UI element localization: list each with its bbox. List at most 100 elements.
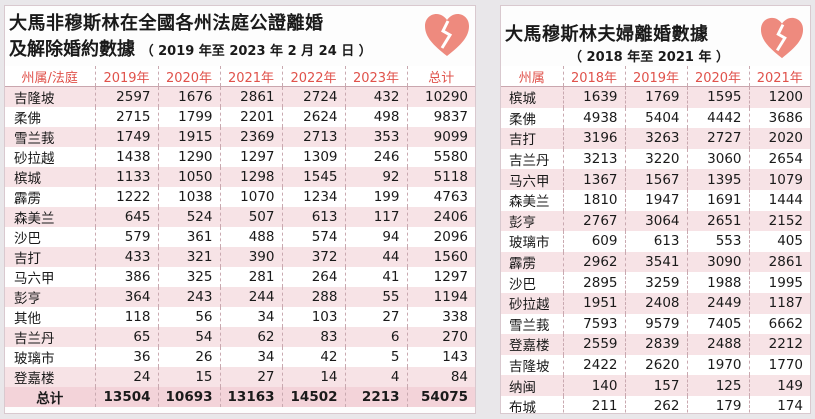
table-row: 霹雳 2962 3541 3090 2861 <box>501 251 810 273</box>
row-value-cell: 3060 <box>687 148 750 170</box>
row-value-cell: 2767 <box>563 210 626 232</box>
row-value-cell: 2651 <box>687 210 750 232</box>
right-title-sub: （ 2018 年至 2021 年 ） <box>569 46 729 65</box>
row-value-cell: 2895 <box>563 272 626 293</box>
row-value-cell: 26 <box>158 347 221 367</box>
row-value-cell: 390 <box>220 247 283 267</box>
row-value-cell: 4763 <box>407 187 475 207</box>
column-header: 总计 <box>407 66 475 87</box>
row-state-name: 布城 <box>501 395 564 413</box>
row-value-cell: 1070 <box>220 187 283 207</box>
table-row: 玻璃市 609 613 553 405 <box>501 231 810 252</box>
row-value-cell: 281 <box>220 267 283 287</box>
row-value-cell: 2724 <box>282 86 346 107</box>
row-value-cell: 2713 <box>282 127 346 147</box>
row-value-cell: 1297 <box>407 267 475 287</box>
row-value-cell: 1769 <box>625 86 688 108</box>
row-value-cell: 1639 <box>563 86 626 108</box>
row-value-cell: 325 <box>158 267 221 287</box>
row-value-cell: 41 <box>345 267 408 287</box>
row-value-cell: 1995 <box>749 272 810 293</box>
row-value-cell: 5 <box>345 347 408 367</box>
row-value-cell: 524 <box>158 207 221 227</box>
row-state-name: 柔佛 <box>5 107 96 127</box>
row-value-cell: 2839 <box>625 334 688 355</box>
row-value-cell: 405 <box>749 231 810 252</box>
row-value-cell: 211 <box>563 395 626 413</box>
row-state-name: 登嘉楼 <box>501 334 564 355</box>
table-row: 马六甲 386 325 281 264 41 1297 <box>5 267 475 287</box>
right-title-sub-text: （ 2018 年至 2021 年 ） <box>569 50 729 65</box>
row-value-cell: 1691 <box>687 189 750 211</box>
row-value-cell: 2715 <box>95 107 159 127</box>
row-state-name: 吉打 <box>5 247 96 267</box>
row-value-cell: 353 <box>345 127 408 147</box>
row-value-cell: 1290 <box>158 147 221 167</box>
total-value-cell: 10693 <box>158 387 221 407</box>
column-header: 2022年 <box>282 66 346 87</box>
table-row: 登嘉楼 2559 2839 2488 2212 <box>501 334 810 355</box>
table-row: 吉兰丹 3213 3220 3060 2654 <box>501 148 810 170</box>
total-value-cell: 14502 <box>282 387 346 407</box>
row-value-cell: 2212 <box>749 334 810 355</box>
row-value-cell: 140 <box>563 375 626 396</box>
row-value-cell: 1560 <box>407 247 475 267</box>
left-data-table: 州属/法庭 2019年 2020年 2021年 2022年 2023年 总计 吉… <box>5 66 475 407</box>
row-value-cell: 143 <box>407 347 475 367</box>
column-header: 2021年 <box>220 66 283 87</box>
row-value-cell: 1770 <box>749 354 810 376</box>
row-value-cell: 579 <box>95 227 159 247</box>
table-row: 槟城 1133 1050 1298 1545 92 5118 <box>5 167 475 187</box>
row-value-cell: 288 <box>282 287 346 307</box>
column-header: 2023年 <box>345 66 408 87</box>
row-value-cell: 1438 <box>95 147 159 167</box>
row-value-cell: 84 <box>407 367 475 387</box>
row-value-cell: 1951 <box>563 292 626 314</box>
table-header-row: 州属 2018年 2019年 2020年 2021年 <box>501 66 810 87</box>
row-value-cell: 83 <box>282 327 346 347</box>
total-value-cell: 2213 <box>345 387 408 407</box>
row-state-name: 槟城 <box>5 167 96 187</box>
row-state-name: 纳闽 <box>501 375 564 396</box>
row-value-cell: 2096 <box>407 227 475 247</box>
table-row: 彭亨 2767 3064 2651 2152 <box>501 210 810 232</box>
row-value-cell: 2488 <box>687 334 750 355</box>
row-value-cell: 2422 <box>563 354 626 376</box>
row-value-cell: 264 <box>282 267 346 287</box>
column-header: 2021年 <box>749 66 810 87</box>
row-value-cell: 361 <box>158 227 221 247</box>
broken-heart-icon <box>423 12 471 62</box>
row-value-cell: 1309 <box>282 147 346 167</box>
row-value-cell: 6662 <box>749 313 810 335</box>
right-title-block: 大馬穆斯林夫婦離婚數據 （ 2018 年至 2021 年 ） <box>501 6 810 66</box>
row-value-cell: 1079 <box>749 169 810 190</box>
row-value-cell: 1595 <box>687 86 750 108</box>
row-value-cell: 1947 <box>625 189 688 211</box>
table-row: 柔佛 2715 1799 2201 2624 498 9837 <box>5 107 475 127</box>
row-state-name: 马六甲 <box>501 169 564 190</box>
table-header-row: 州属/法庭 2019年 2020年 2021年 2022年 2023年 总计 <box>5 66 475 87</box>
row-value-cell: 103 <box>282 307 346 327</box>
right-table-panel: 大馬穆斯林夫婦離婚數據 （ 2018 年至 2021 年 ） 州属 2018年 … <box>500 5 811 414</box>
table-row: 砂拉越 1951 2408 2449 1187 <box>501 292 810 314</box>
table-row: 其他 118 56 34 103 27 338 <box>5 307 475 327</box>
row-state-name: 其他 <box>5 307 96 327</box>
row-value-cell: 1970 <box>687 354 750 376</box>
row-value-cell: 2449 <box>687 292 750 314</box>
row-value-cell: 243 <box>158 287 221 307</box>
row-value-cell: 609 <box>563 231 626 252</box>
table-row: 吉打 433 321 390 372 44 1560 <box>5 247 475 267</box>
row-state-name: 玻璃市 <box>501 231 564 252</box>
table-row: 吉打 3196 3263 2727 2020 <box>501 128 810 149</box>
row-value-cell: 3541 <box>625 251 688 273</box>
row-value-cell: 1133 <box>95 167 159 187</box>
row-value-cell: 10290 <box>407 86 475 107</box>
row-value-cell: 14 <box>282 367 346 387</box>
row-state-name: 马六甲 <box>5 267 96 287</box>
row-value-cell: 24 <box>95 367 159 387</box>
row-value-cell: 2020 <box>749 128 810 149</box>
row-value-cell: 15 <box>158 367 221 387</box>
total-value-cell: 54075 <box>407 387 475 407</box>
broken-heart-icon <box>759 16 805 64</box>
row-state-name: 森美兰 <box>5 207 96 227</box>
